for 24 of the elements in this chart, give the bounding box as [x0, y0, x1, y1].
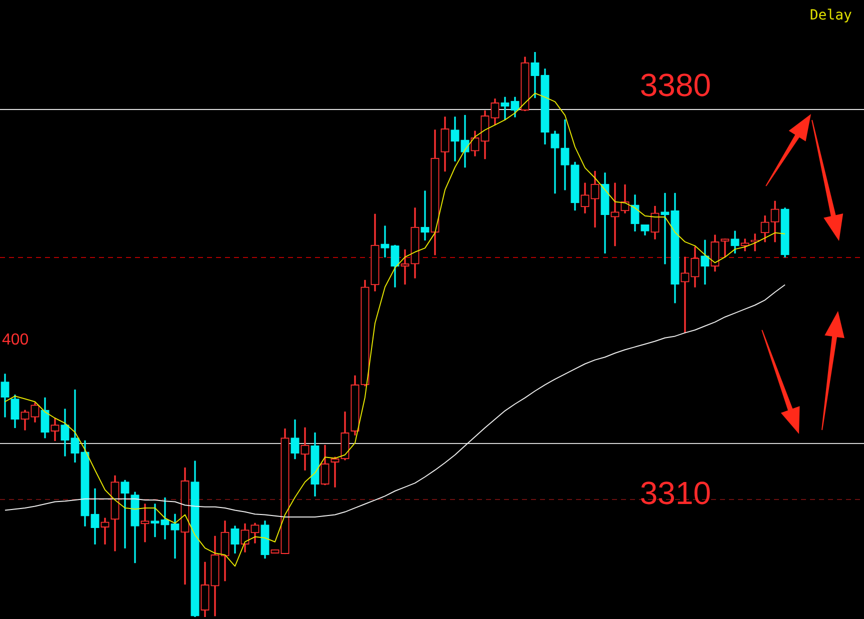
candlestick — [550, 130, 560, 194]
candlestick — [720, 238, 730, 258]
candlestick — [500, 96, 510, 120]
candlestick — [300, 427, 310, 470]
candlestick — [70, 390, 80, 463]
candlestick — [400, 249, 410, 285]
candlestick — [750, 234, 760, 252]
candlestick — [120, 480, 130, 548]
annotation: 3380 — [640, 66, 712, 103]
candlestick — [380, 226, 390, 258]
annotation: 3310 — [640, 474, 712, 511]
candlestick — [150, 504, 160, 538]
candlestick — [460, 114, 470, 168]
candlestick — [610, 182, 620, 246]
candlestick — [680, 256, 690, 334]
candlestick — [420, 190, 430, 240]
candlestick — [330, 456, 340, 488]
annotation: 400 — [2, 331, 29, 348]
candlestick — [100, 518, 110, 544]
candlestick — [140, 504, 150, 542]
candlestick — [170, 514, 180, 559]
candlestick — [160, 497, 170, 540]
text: Delay — [810, 8, 852, 24]
candlestick — [660, 192, 670, 264]
